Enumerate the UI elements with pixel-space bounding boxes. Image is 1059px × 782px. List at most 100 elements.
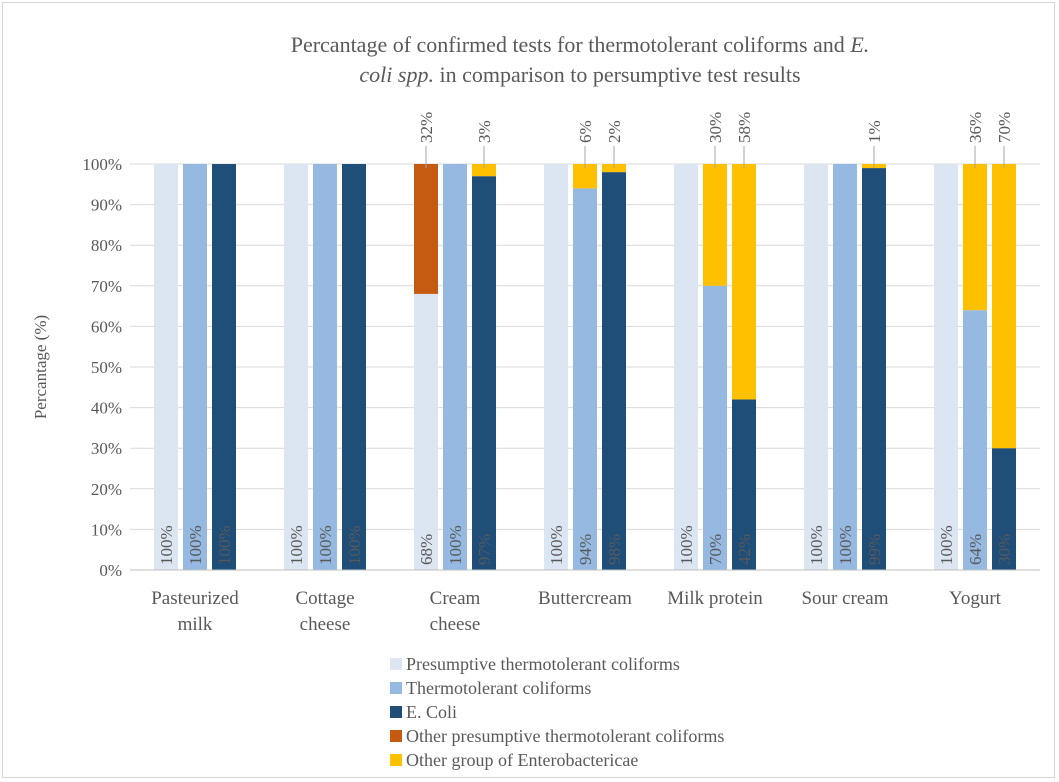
data-label-bottom-3-1: 68% xyxy=(417,534,436,565)
y-axis-label: Percantage (%) xyxy=(31,315,50,419)
chart-title-line-1: Percantage of confirmed tests for thermo… xyxy=(291,32,870,57)
data-label-bottom-5-1: 100% xyxy=(677,525,696,565)
data-label-top-7-2: 36% xyxy=(966,112,985,143)
bar-4-1-segment-presumptive xyxy=(544,164,568,570)
bar-6-3-segment-ecoli xyxy=(862,168,886,570)
data-label-bottom-1-2: 100% xyxy=(186,525,205,565)
data-label-bottom-7-3: 30% xyxy=(995,534,1014,565)
y-tick-label-40: 40% xyxy=(91,399,122,418)
x-category-label-1-line-2: milk xyxy=(178,614,213,635)
bar-2-1-segment-presumptive xyxy=(284,164,308,570)
y-tick-label-80: 80% xyxy=(91,236,122,255)
y-tick-label-70: 70% xyxy=(91,277,122,296)
data-label-bottom-2-2: 100% xyxy=(316,525,335,565)
data-label-bottom-1-3: 100% xyxy=(215,525,234,565)
data-label-bottom-6-2: 100% xyxy=(836,525,855,565)
x-category-label-3-line-1: Cream xyxy=(430,588,481,609)
bar-7-3-segment-other_entero xyxy=(992,164,1016,449)
data-label-top-4-2: 6% xyxy=(576,120,595,143)
data-label-bottom-1-1: 100% xyxy=(157,525,176,565)
legend-swatch-thermo xyxy=(390,682,402,694)
bar-4-3-segment-other_entero xyxy=(602,164,626,173)
bar-5-2-segment-thermo xyxy=(703,285,727,570)
data-label-bottom-6-3: 99% xyxy=(865,534,884,565)
x-category-label-2-line-2: cheese xyxy=(300,614,351,635)
bar-7-2-segment-other_entero xyxy=(963,164,987,311)
bar-1-2-segment-thermo xyxy=(183,164,207,570)
bar-1-3-segment-ecoli xyxy=(212,164,236,570)
data-label-bottom-4-1: 100% xyxy=(547,525,566,565)
bar-3-3-segment-other_entero xyxy=(472,164,496,177)
legend-swatch-other_presumptive xyxy=(390,730,402,742)
bar-6-1-segment-presumptive xyxy=(804,164,828,570)
legend-label-other_entero: Other group of Enterobactericae xyxy=(406,750,638,770)
data-label-top-5-3: 58% xyxy=(735,112,754,143)
bar-4-2-segment-other_entero xyxy=(573,164,597,189)
data-label-top-3-1: 32% xyxy=(417,112,436,143)
x-category-label-3-line-2: cheese xyxy=(430,614,481,635)
x-category-label-5-line-1: Milk protein xyxy=(667,588,763,609)
y-tick-label-30: 30% xyxy=(91,439,122,458)
data-label-top-3-3: 3% xyxy=(475,120,494,143)
legend-label-presumptive: Presumptive thermotolerant coliforms xyxy=(406,654,680,674)
data-label-top-4-3: 2% xyxy=(605,120,624,143)
x-category-label-7-line-1: Yogurt xyxy=(949,588,1002,609)
y-axis-ticks: 0% 10% 20% 30% 40% 50% 60% 70% 80% 90% 100% xyxy=(82,155,122,580)
y-tick-label-90: 90% xyxy=(91,196,122,215)
data-label-bottom-4-2: 94% xyxy=(576,534,595,565)
bar-5-3-segment-ecoli xyxy=(732,399,756,570)
bar-5-1-segment-presumptive xyxy=(674,164,698,570)
y-tick-label-10: 10% xyxy=(91,520,122,539)
y-tick-label-60: 60% xyxy=(91,317,122,336)
bars: 100% 100% 100% 100% 100% 100% 68% 32% 100% 97% 3% 1… xyxy=(154,112,1016,571)
data-label-bottom-5-2: 70% xyxy=(706,534,725,565)
bar-5-2-segment-other_entero xyxy=(703,164,727,286)
legend-swatch-other_entero xyxy=(390,754,402,766)
bar-group-2: 100% 100% 100% xyxy=(284,164,366,570)
data-label-bottom-7-1: 100% xyxy=(937,525,956,565)
bar-4-3-segment-ecoli xyxy=(602,172,626,570)
bar-3-3-segment-ecoli xyxy=(472,176,496,570)
data-label-top-7-3: 70% xyxy=(995,112,1014,143)
bar-group-3: 68% 32% 100% 97% 3% xyxy=(414,112,496,570)
bar-4-2-segment-thermo xyxy=(573,188,597,571)
x-category-label-1-line-1: Pasteurized xyxy=(151,588,239,609)
bar-1-1-segment-presumptive xyxy=(154,164,178,570)
data-label-bottom-5-3: 42% xyxy=(735,534,754,565)
data-label-bottom-2-3: 100% xyxy=(345,525,364,565)
bar-7-2-segment-thermo xyxy=(963,310,987,570)
x-category-label-2-line-1: Cottage xyxy=(295,588,354,609)
legend-label-other_presumptive: Other presumptive thermotolerant colifor… xyxy=(406,726,724,746)
bar-group-4: 100% 94% 6% 98% 2% xyxy=(544,120,626,571)
data-label-top-5-2: 30% xyxy=(706,112,725,143)
bar-6-2-segment-thermo xyxy=(833,164,857,570)
bar-group-6: 100% 100% 99% 1% xyxy=(804,120,886,570)
data-label-top-6-3: 1% xyxy=(865,120,884,143)
bar-2-3-segment-ecoli xyxy=(342,164,366,570)
data-label-bottom-2-1: 100% xyxy=(287,525,306,565)
bar-3-1-segment-presumptive xyxy=(414,293,438,570)
bar-7-3-segment-ecoli xyxy=(992,448,1016,570)
bar-7-1-segment-presumptive xyxy=(934,164,958,570)
x-axis-category-labels: Pasteurized milk Cottage cheese Cream cheese B… xyxy=(151,588,1001,635)
chart-title-line-2: coli spp. in comparison to persumptive t… xyxy=(359,62,800,87)
bar-2-2-segment-thermo xyxy=(313,164,337,570)
bar-group-5: 100% 70% 30% 42% 58% xyxy=(674,112,756,570)
legend-swatch-ecoli xyxy=(390,706,402,718)
legend-swatch-presumptive xyxy=(390,658,402,670)
x-category-label-4-line-1: Buttercream xyxy=(538,588,632,609)
legend-label-thermo: Thermotolerant coliforms xyxy=(406,678,591,698)
data-label-bottom-3-2: 100% xyxy=(446,525,465,565)
bar-5-3-segment-other_entero xyxy=(732,164,756,400)
data-label-bottom-7-2: 64% xyxy=(966,534,985,565)
y-tick-label-0: 0% xyxy=(99,561,122,580)
data-label-bottom-6-1: 100% xyxy=(807,525,826,565)
bar-group-1: 100% 100% 100% xyxy=(154,164,236,570)
y-tick-label-100: 100% xyxy=(82,155,122,174)
bar-3-1-segment-other_presumptive xyxy=(414,164,438,294)
chart-title: Percantage of confirmed tests for thermo… xyxy=(291,32,870,87)
bar-group-7: 100% 64% 36% 30% 70% xyxy=(934,112,1016,570)
bar-3-2-segment-thermo xyxy=(443,164,467,570)
y-tick-label-50: 50% xyxy=(91,358,122,377)
